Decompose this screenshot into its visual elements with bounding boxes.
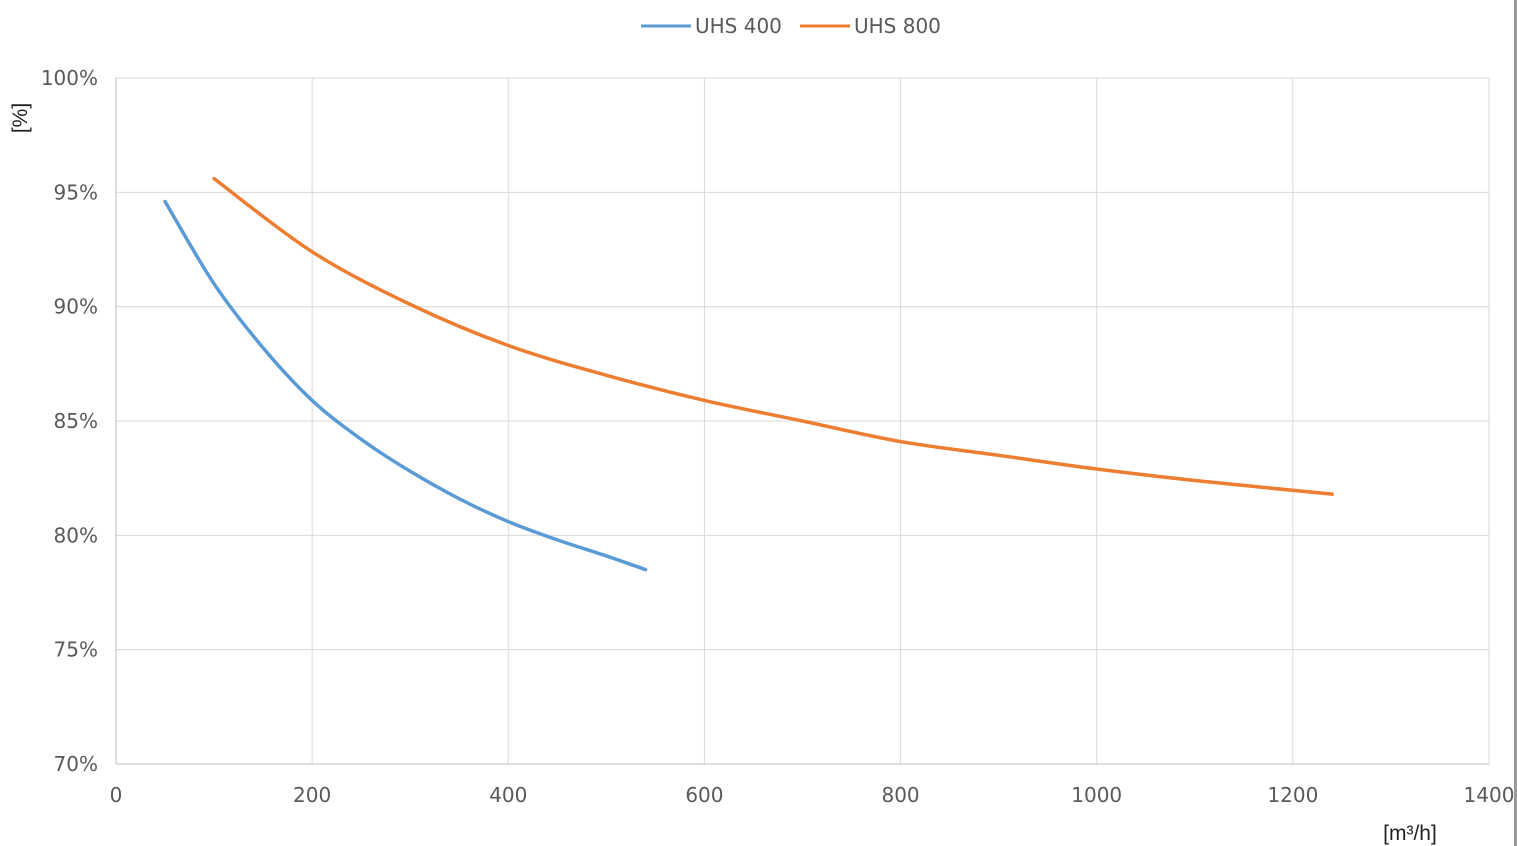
- x-tick-label: 1000: [1071, 783, 1122, 807]
- x-tick-label: 1200: [1267, 783, 1318, 807]
- y-tick-label: 100%: [41, 66, 98, 90]
- series-line-uhs-400: [163, 199, 648, 572]
- y-axis-label: [%]: [9, 103, 32, 133]
- x-tick-label: 200: [293, 783, 331, 807]
- x-tick-label: 1400: [1464, 783, 1515, 807]
- y-tick-label: 75%: [54, 638, 98, 662]
- y-tick-label: 95%: [54, 180, 98, 204]
- x-tick-label: 800: [881, 783, 919, 807]
- series-line-uhs-800: [212, 176, 1334, 496]
- y-tick-label: 70%: [54, 752, 98, 776]
- y-tick-label: 90%: [54, 295, 98, 319]
- legend: UHS 400 UHS 800: [641, 14, 941, 38]
- y-tick-label: 80%: [54, 523, 98, 547]
- y-tick-label: 85%: [54, 409, 98, 433]
- x-tick-label: 400: [489, 783, 527, 807]
- x-tick-label: 0: [110, 783, 123, 807]
- x-tick-label: 600: [685, 783, 723, 807]
- axes: 70% 75% 80% 85% 90% 95% 100% 0 200 400 600 800 1000 1…: [41, 66, 1515, 807]
- window-edge: [1514, 0, 1517, 846]
- x-axis-label: [m³/h]: [1383, 822, 1437, 845]
- legend-label-uhs-800: UHS 800: [854, 14, 941, 38]
- series-layer: [163, 176, 1334, 572]
- legend-label-uhs-400: UHS 400: [695, 14, 782, 38]
